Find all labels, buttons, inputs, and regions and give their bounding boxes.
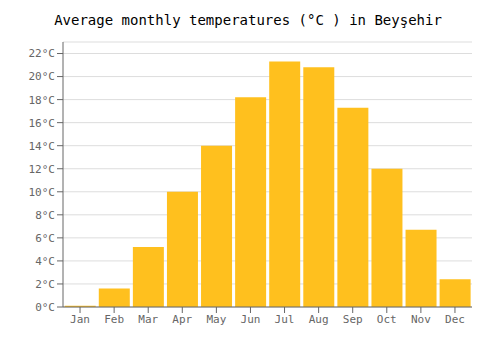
svg-text:Mar: Mar	[138, 313, 158, 326]
svg-text:2°C: 2°C	[35, 278, 55, 291]
svg-text:22°C: 22°C	[29, 47, 56, 60]
svg-text:6°C: 6°C	[35, 232, 55, 245]
svg-text:Jun: Jun	[241, 313, 261, 326]
svg-text:20°C: 20°C	[29, 70, 56, 83]
svg-text:May: May	[206, 313, 226, 326]
html-text:Average monthly temperatures (: Average monthly temperatures (°C ) in Be…	[54, 12, 442, 28]
svg-text:16°C: 16°C	[29, 117, 56, 130]
svg-text:Apr: Apr	[172, 313, 192, 326]
svg-text:0°C: 0°C	[35, 301, 55, 314]
svg-text:Nov: Nov	[411, 313, 431, 326]
svg-text:4°C: 4°C	[35, 255, 55, 268]
svg-text:Feb: Feb	[104, 313, 124, 326]
svg-text:10°C: 10°C	[29, 186, 56, 199]
svg-text:Sep: Sep	[343, 313, 363, 326]
svg-text:12°C: 12°C	[29, 163, 56, 176]
svg-text:18°C: 18°C	[29, 94, 56, 107]
svg-text:Oct: Oct	[377, 313, 397, 326]
svg-text:Aug: Aug	[309, 313, 329, 326]
svg-text:Jul: Jul	[275, 313, 295, 326]
svg-text:Jan: Jan	[70, 313, 90, 326]
svg-text:Dec: Dec	[445, 313, 465, 326]
svg-text:8°C: 8°C	[35, 209, 55, 222]
svg-text:14°C: 14°C	[29, 140, 56, 153]
